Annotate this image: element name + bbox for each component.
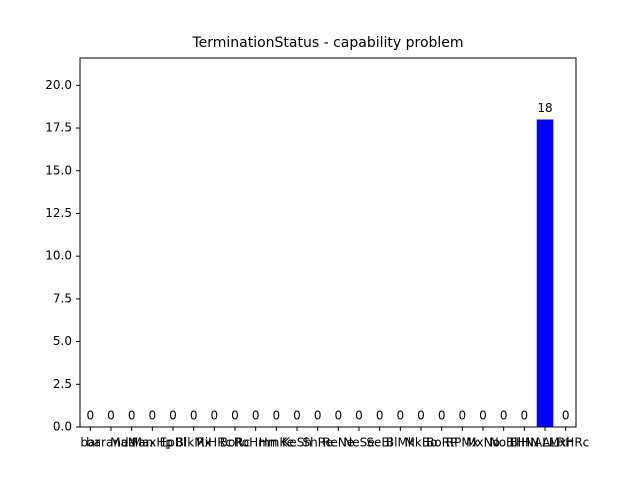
data-label: 0 [87, 409, 95, 423]
x-tick-label: ShRe [302, 436, 332, 450]
x-tick-label: ALRHRc [542, 436, 589, 450]
data-label: 0 [376, 409, 384, 423]
data-label: 0 [314, 409, 322, 423]
data-label: 0 [459, 409, 467, 423]
data-label: 0 [231, 409, 239, 423]
data-label: 0 [521, 409, 529, 423]
x-tick-label: MaxHp [132, 436, 173, 450]
x-tick-label: RiHRc [197, 436, 233, 450]
x-tick-label: HNALMxh [516, 436, 574, 450]
x-tick-label: BlHN [510, 436, 540, 450]
data-label: 0 [479, 409, 487, 423]
x-tick-label: NeSe [343, 436, 374, 450]
data-label: 0 [397, 409, 405, 423]
y-tick-label: 7.5 [53, 291, 72, 305]
plot-frame [79, 57, 577, 428]
data-label: 0 [562, 409, 570, 423]
y-tick-label: 15.0 [45, 163, 72, 177]
x-tick-label: BoRc [220, 436, 251, 450]
data-label: 0 [169, 409, 177, 423]
y-tick-label: 2.5 [53, 377, 72, 391]
data-label: 0 [438, 409, 446, 423]
x-tick-label: RoHmn [234, 436, 277, 450]
data-label: 0 [500, 409, 508, 423]
x-tick-label: KeSh [282, 436, 312, 450]
data-label: 0 [417, 409, 425, 423]
y-tick-label: 0.0 [53, 420, 72, 434]
data-label: 0 [293, 409, 301, 423]
x-tick-label: baranda [86, 436, 136, 450]
y-tick-label: 17.5 [45, 121, 72, 135]
data-label: 0 [149, 409, 157, 423]
data-label: 0 [355, 409, 363, 423]
y-tick-label: 20.0 [45, 78, 72, 92]
x-tick-label: NoBl [490, 436, 518, 450]
y-tick-label: 5.0 [53, 334, 72, 348]
bar [536, 119, 554, 427]
x-tick-label: MaMan [110, 436, 153, 450]
x-tick-label: BoRP [426, 436, 457, 450]
x-tick-label: EpBl [160, 436, 187, 450]
x-tick-label: ReNe [323, 436, 355, 450]
x-tick-label: HmKe [259, 436, 294, 450]
y-tick-label: 10.0 [45, 249, 72, 263]
data-label: 0 [128, 409, 136, 423]
x-tick-label: BlMk [386, 436, 415, 450]
x-tick-label: bar [80, 436, 100, 450]
data-label: 0 [107, 409, 115, 423]
x-tick-label: MkBo [405, 436, 438, 450]
data-label: 0 [335, 409, 343, 423]
x-tick-label: RPMx [446, 436, 479, 450]
x-tick-label: BlkMx [176, 436, 212, 450]
data-label: 0 [252, 409, 260, 423]
data-label: 0 [190, 409, 198, 423]
y-tick-label: 12.5 [45, 206, 72, 220]
data-label: 0 [273, 409, 281, 423]
x-tick-label: SeBl [366, 436, 393, 450]
data-label: 0 [211, 409, 219, 423]
chart-title: TerminationStatus - capability problem [191, 35, 463, 51]
data-label: 18 [537, 101, 552, 115]
x-tick-label: MxNo [466, 436, 500, 450]
